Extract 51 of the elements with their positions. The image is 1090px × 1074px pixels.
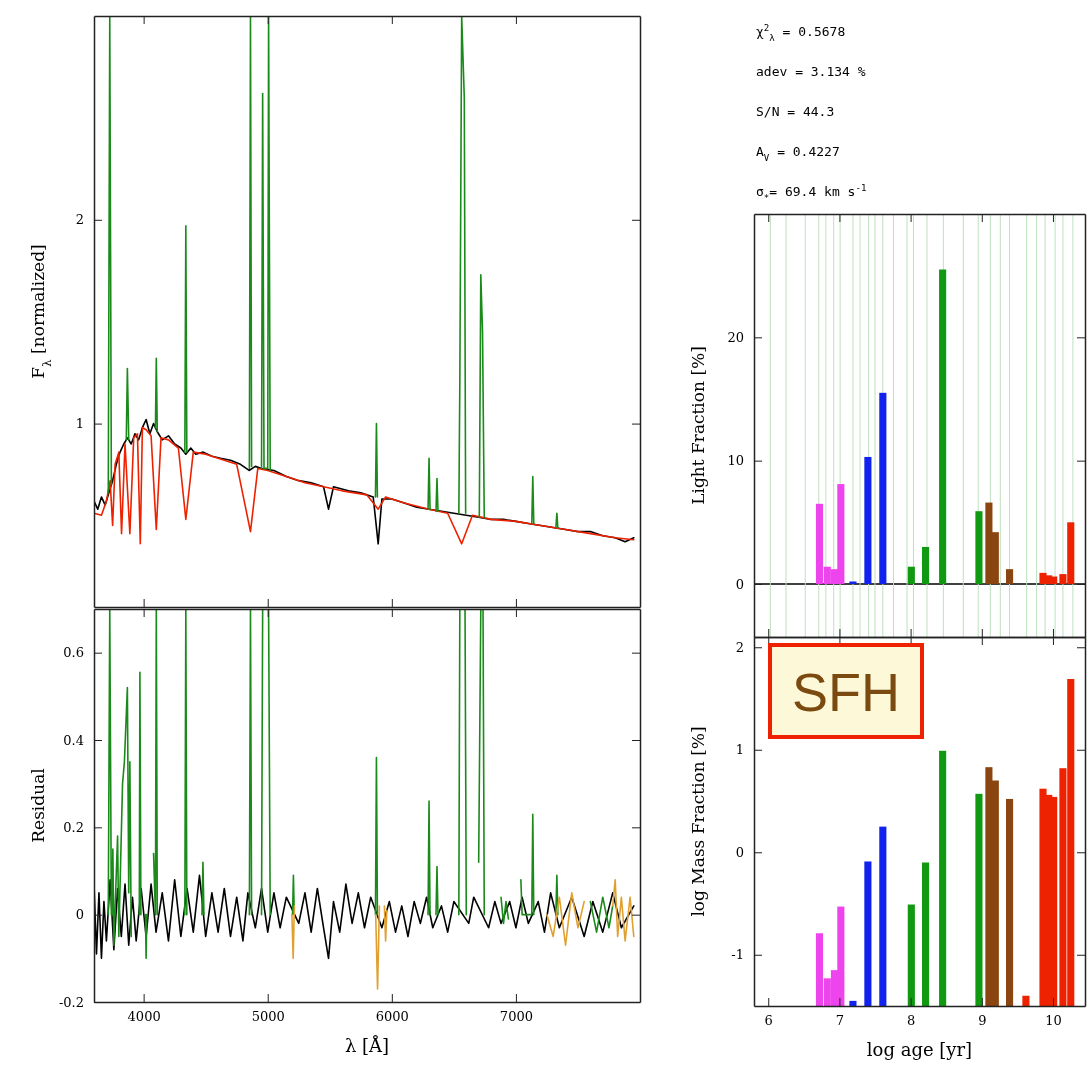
y-tick-label: 2 bbox=[75, 212, 84, 228]
x-tick-label: 9 bbox=[978, 1013, 987, 1029]
text: σ$_{*}$= 69.4 km s$^{-1}$ bbox=[756, 183, 867, 203]
x-axis-title: λ [Å] bbox=[344, 1035, 390, 1056]
bar bbox=[879, 392, 887, 584]
text: χ$^{2}$$_{λ}$ = 0.5678 bbox=[756, 23, 846, 43]
bar bbox=[849, 1000, 857, 1006]
y-tick-label: 0 bbox=[75, 907, 84, 923]
y-tick-label: 1 bbox=[735, 742, 744, 758]
bar bbox=[975, 511, 983, 584]
bar bbox=[907, 904, 915, 1006]
bar bbox=[975, 793, 983, 1006]
y-tick-label: 1 bbox=[75, 416, 84, 432]
bar bbox=[939, 750, 947, 1006]
y-tick-label: 20 bbox=[727, 329, 744, 345]
bar bbox=[921, 546, 930, 584]
y-tick-label: 0.6 bbox=[63, 645, 84, 661]
bar bbox=[864, 861, 872, 1006]
bar bbox=[1022, 995, 1030, 1006]
text: S/N = 44.3 bbox=[756, 104, 835, 119]
x-tick-label: 5000 bbox=[251, 1009, 285, 1025]
x-tick-label: 7000 bbox=[499, 1009, 533, 1025]
x-tick-label: 4000 bbox=[127, 1009, 161, 1025]
bar bbox=[879, 826, 887, 1006]
y-tick-label: 0 bbox=[735, 576, 744, 592]
y-tick-label: 2 bbox=[735, 639, 744, 655]
y-axis-title: Residual bbox=[28, 768, 48, 843]
bar bbox=[1005, 798, 1014, 1006]
x-tick-label: 8 bbox=[906, 1013, 916, 1029]
line-series bbox=[94, 874, 635, 960]
x-tick-label: 7 bbox=[835, 1013, 845, 1029]
bar bbox=[939, 269, 947, 584]
x-tick-label: 6 bbox=[764, 1013, 773, 1029]
y-tick-label: 0.2 bbox=[63, 819, 84, 835]
y-axis-title: Light Fraction [%] bbox=[688, 346, 708, 505]
bar bbox=[907, 566, 915, 584]
x-tick-label: 10 bbox=[1045, 1013, 1062, 1029]
bar bbox=[864, 456, 872, 584]
x-axis-title: log age [yr] bbox=[866, 1039, 973, 1060]
text: adev = 3.134 % bbox=[756, 64, 866, 79]
text: A$_{V}$ = 0.4227 bbox=[756, 144, 840, 163]
bar bbox=[1005, 569, 1014, 584]
annotation: SFH bbox=[792, 662, 900, 722]
y-tick-label: 0.4 bbox=[63, 732, 84, 748]
y-tick-label: 10 bbox=[727, 453, 744, 469]
y-tick-label: 0 bbox=[735, 844, 744, 860]
y-axis-title: log Mass Fraction [%] bbox=[688, 726, 708, 917]
y-tick-label: -1 bbox=[731, 947, 744, 963]
x-tick-label: 6000 bbox=[375, 1009, 409, 1025]
y-tick-label: -0.2 bbox=[58, 994, 84, 1010]
bar bbox=[921, 862, 930, 1006]
